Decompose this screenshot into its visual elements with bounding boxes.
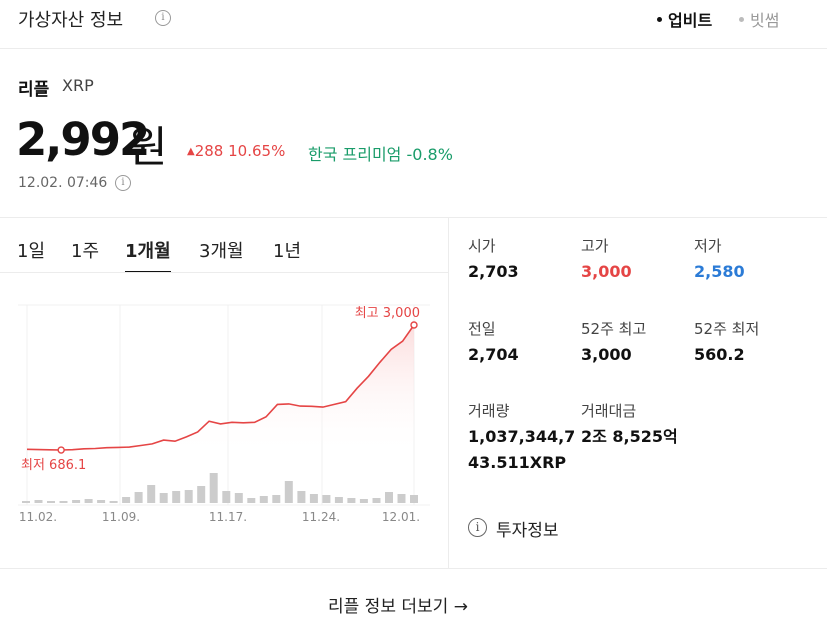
- header-title: 가상자산 정보: [18, 10, 124, 31]
- volume-bar: [72, 500, 81, 503]
- stat-value: 2,703: [468, 262, 519, 281]
- stat-label: 거래량: [468, 402, 510, 420]
- source-label: 업비트: [668, 11, 713, 30]
- stat-label: 52주 최저: [694, 320, 760, 338]
- stat-value: 3,000: [581, 262, 632, 281]
- source-label: 빗썸: [750, 11, 780, 30]
- more-info-link[interactable]: 리플 정보 더보기 →: [328, 597, 468, 617]
- low-label: 최저 686.1: [21, 458, 86, 473]
- volume-bar: [84, 499, 93, 503]
- volume-bar: [184, 490, 193, 503]
- volume-bar: [147, 485, 156, 503]
- x-tick-label: 11.17.: [209, 510, 247, 524]
- volume-bar: [410, 495, 418, 503]
- info-icon[interactable]: i: [115, 175, 131, 191]
- divider: [0, 568, 827, 569]
- volume-bar: [272, 495, 281, 503]
- divider: [448, 218, 449, 568]
- korea-premium: 한국 프리미엄 -0.8%: [308, 141, 453, 165]
- stat-value: 2,580: [694, 262, 745, 281]
- volume-bar: [47, 501, 55, 503]
- divider: [0, 217, 827, 218]
- low-point-marker: [57, 446, 65, 454]
- price-chart[interactable]: 최고 3,000 최저 686.1 11.02. 11.09. 11.17. 11.2…: [0, 280, 448, 530]
- coin-name: 리플: [18, 80, 50, 100]
- high-point-marker: [410, 321, 418, 329]
- volume-bar: [97, 500, 106, 503]
- volume-bar: [247, 498, 256, 503]
- tab-1-week[interactable]: 1주: [71, 241, 100, 262]
- volume-bar: [347, 498, 356, 503]
- volume-bar: [109, 501, 118, 503]
- stat-value-line: 1,037,344,7: [468, 427, 576, 446]
- stat-value: 2조 8,525억: [581, 427, 678, 446]
- stat-label: 저가: [694, 237, 722, 255]
- stat-value: 1,037,344,7 43.511XRP: [468, 424, 575, 476]
- volume-bar: [297, 491, 306, 503]
- coin-symbol: XRP: [62, 76, 94, 95]
- volume-bars: [22, 473, 418, 503]
- volume-bar: [385, 492, 393, 503]
- volume-bar: [197, 486, 206, 503]
- change-amount: 288: [194, 142, 224, 160]
- volume-bar: [159, 493, 168, 503]
- x-tick-label: 11.02.: [19, 510, 57, 524]
- tabs-underline: [0, 272, 448, 273]
- volume-bar: [284, 481, 293, 503]
- volume-bar: [309, 494, 318, 503]
- stat-value: 560.2: [694, 345, 745, 364]
- source-tab-bithumb[interactable]: 빗썸: [739, 7, 779, 31]
- volume-bar: [334, 497, 343, 503]
- volume-bar: [397, 494, 406, 503]
- stat-label: 시가: [468, 237, 496, 255]
- volume-bar: [234, 493, 243, 503]
- invest-info-link[interactable]: 투자정보: [496, 521, 559, 541]
- stat-value: 2,704: [468, 345, 519, 364]
- volume-bar: [322, 495, 331, 503]
- premium-label: 한국 프리미엄: [308, 145, 402, 164]
- info-icon[interactable]: i: [155, 10, 171, 26]
- up-arrow-icon: ▲: [187, 146, 195, 157]
- stat-label: 52주 최고: [581, 320, 647, 338]
- volume-bar: [359, 499, 368, 503]
- x-tick-label: 12.01.: [382, 510, 420, 524]
- tab-1-year[interactable]: 1년: [273, 241, 302, 262]
- x-tick-label: 11.09.: [102, 510, 140, 524]
- price-area: [27, 325, 414, 456]
- volume-bar: [372, 498, 381, 503]
- volume-bar: [209, 473, 218, 503]
- stat-label: 고가: [581, 237, 609, 255]
- bullet-icon: [739, 16, 744, 22]
- tab-3-months[interactable]: 3개월: [199, 241, 244, 262]
- tab-1-day[interactable]: 1일: [17, 241, 46, 262]
- volume-bar: [122, 497, 131, 503]
- volume-bar: [59, 501, 68, 503]
- price-unit: 원: [128, 123, 168, 173]
- change-percent: 10.65%: [228, 142, 286, 160]
- volume-bar: [259, 496, 268, 503]
- premium-value: -0.8%: [406, 145, 453, 164]
- volume-bar: [222, 491, 231, 503]
- high-label: 최고 3,000: [355, 306, 420, 321]
- x-axis-ticks: 11.02. 11.09. 11.17. 11.24. 12.01.: [19, 510, 420, 524]
- source-tab-upbit[interactable]: 업비트: [657, 7, 712, 31]
- tab-1-month[interactable]: 1개월: [125, 237, 171, 273]
- current-price: 2,992: [16, 113, 150, 166]
- timestamp: 12.02. 07:46: [18, 175, 108, 191]
- volume-bar: [172, 491, 181, 503]
- stat-value: 3,000: [581, 345, 632, 364]
- stat-label: 거래대금: [581, 402, 637, 420]
- price-change: ▲288 10.65%: [187, 142, 285, 160]
- volume-bar: [134, 492, 143, 503]
- stat-value-line: 43.511XRP: [468, 453, 567, 472]
- info-icon[interactable]: i: [468, 518, 487, 537]
- price-line: [26, 324, 415, 451]
- stat-label: 전일: [468, 320, 496, 338]
- chart-gridlines: [18, 304, 430, 506]
- x-tick-label: 11.24.: [302, 510, 340, 524]
- header: 가상자산 정보 i 업비트 빗썸: [0, 0, 827, 49]
- bullet-icon: [657, 16, 662, 22]
- volume-bar: [22, 501, 30, 503]
- volume-bar: [34, 500, 43, 503]
